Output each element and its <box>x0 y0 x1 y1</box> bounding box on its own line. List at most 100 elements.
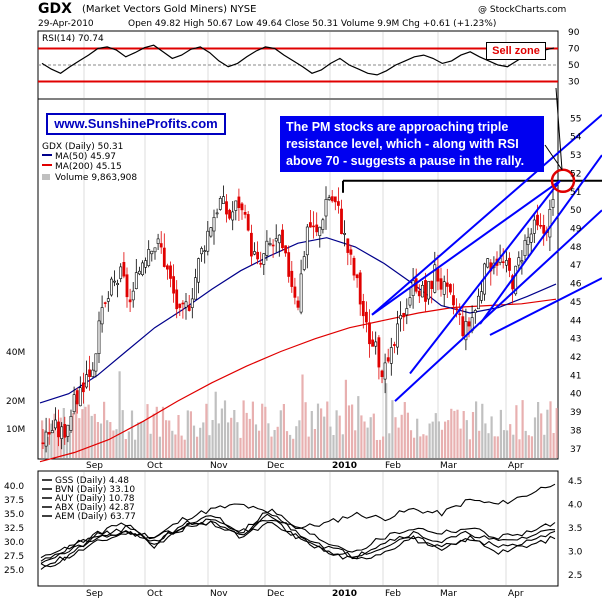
candle-up <box>91 369 95 378</box>
volume-bar <box>177 415 180 458</box>
comparison-lines <box>40 483 556 570</box>
price-y-tick: 53 <box>570 151 581 161</box>
ma50-line <box>39 237 557 404</box>
volume-bar <box>540 413 543 458</box>
volume-bar <box>50 423 53 458</box>
candle-down <box>57 421 60 438</box>
volume-bar <box>137 422 140 458</box>
candle-down <box>377 337 381 368</box>
volume-bar <box>134 439 137 458</box>
volume-bar <box>369 417 372 458</box>
volume-bar <box>264 406 267 458</box>
candle-up <box>523 240 527 256</box>
volume-bar <box>440 429 444 458</box>
volume-bar <box>186 410 189 458</box>
volume-bar <box>304 402 307 458</box>
volume-bar <box>130 410 134 458</box>
volume-bar <box>400 414 403 458</box>
volume-bar <box>196 436 199 458</box>
candle-up <box>110 278 113 296</box>
volume-bar <box>499 409 502 458</box>
grid-lines <box>83 32 507 585</box>
candle-up <box>156 238 160 244</box>
candle-up <box>44 431 48 447</box>
volume-bar <box>360 415 363 458</box>
volume-y-tick: 20M <box>6 397 25 407</box>
volume-bars <box>41 371 558 458</box>
candle-down <box>355 274 359 279</box>
comparison-right-tick: 4.5 <box>568 477 582 487</box>
volume-bar <box>183 439 186 458</box>
volume-bar <box>118 371 121 458</box>
volume-bar <box>475 401 478 458</box>
rsi-y-tick: 70 <box>568 45 580 55</box>
candle-up <box>268 243 272 246</box>
candle-up <box>53 419 57 429</box>
candle-up <box>134 272 138 290</box>
candle-down <box>271 244 275 247</box>
volume-bar <box>239 437 242 458</box>
candle-down <box>296 300 300 308</box>
volume-bar <box>351 404 354 458</box>
candle-down <box>47 431 51 435</box>
volume-bar <box>47 436 50 458</box>
legend-ma50: MA(50) 45.97 <box>55 152 116 162</box>
volume-bar <box>220 408 223 458</box>
candle-down <box>368 322 371 345</box>
volume-bar <box>549 401 552 458</box>
volume-bar <box>261 403 264 458</box>
candle-up <box>184 301 188 308</box>
volume-bar <box>459 428 462 458</box>
volume-bar <box>106 420 109 458</box>
candle-up <box>119 266 123 279</box>
price-x-axis: Sep Oct Nov Dec 2010 Feb Mar Apr <box>86 461 524 471</box>
candle-down <box>511 275 515 290</box>
candle-up <box>299 273 303 313</box>
price-y-tick: 49 <box>570 225 582 235</box>
candle-down <box>358 272 362 305</box>
candle-down <box>246 214 250 231</box>
legend-volume: Volume 9,863,908 <box>55 173 137 183</box>
comparison-y-axis: 40.0 37.5 35.0 32.5 30.0 27.5 25.0 4.5 4.0 3.5 3.0… <box>4 477 583 581</box>
x-tick-label: Apr <box>508 589 524 599</box>
candle-down <box>166 265 169 270</box>
candle-down <box>439 278 443 290</box>
volume-bar <box>506 430 509 458</box>
comparison-right-tick: 3.5 <box>568 524 582 534</box>
candle-down <box>371 339 375 347</box>
volume-bar <box>372 413 375 458</box>
volume-bar <box>533 417 537 458</box>
candle-up <box>321 219 325 230</box>
volume-y-tick: 40M <box>6 348 25 358</box>
legend-volume-swatch <box>42 174 50 180</box>
volume-bar <box>115 429 118 458</box>
rsi-y-tick: 90 <box>568 28 580 38</box>
volume-bar <box>121 410 124 458</box>
candle-up <box>97 320 101 354</box>
candle-up <box>265 240 269 256</box>
rsi-y-tick: 50 <box>568 61 580 71</box>
volume-bar <box>391 400 394 458</box>
legend-ma50-swatch <box>42 154 52 156</box>
trend-line <box>371 113 602 316</box>
candle-up <box>231 211 235 221</box>
volume-bar <box>363 421 366 458</box>
candle-up <box>486 258 490 268</box>
price-y-axis: 55 54 53 52 51 50 49 48 47 46 45 44 43 42 41 40 39 38 37 <box>570 114 582 454</box>
volume-y-tick: 10M <box>6 425 25 435</box>
comparison-x-axis: Sep Oct Nov Dec 2010 Feb Mar Apr <box>86 589 524 599</box>
volume-bar <box>112 430 115 458</box>
candle-down <box>88 369 92 377</box>
candle-up <box>60 426 64 439</box>
candle-up <box>200 248 204 255</box>
volume-bar <box>78 418 81 458</box>
volume-bar <box>431 421 434 458</box>
volume-bar <box>56 430 59 458</box>
comparison-legend-item: GSS (Daily) 4.48 <box>55 476 129 486</box>
candle-down <box>436 268 440 282</box>
candle-up <box>190 298 194 308</box>
candle-up <box>327 197 331 201</box>
volume-bar <box>199 427 202 458</box>
candle-down <box>461 316 465 337</box>
